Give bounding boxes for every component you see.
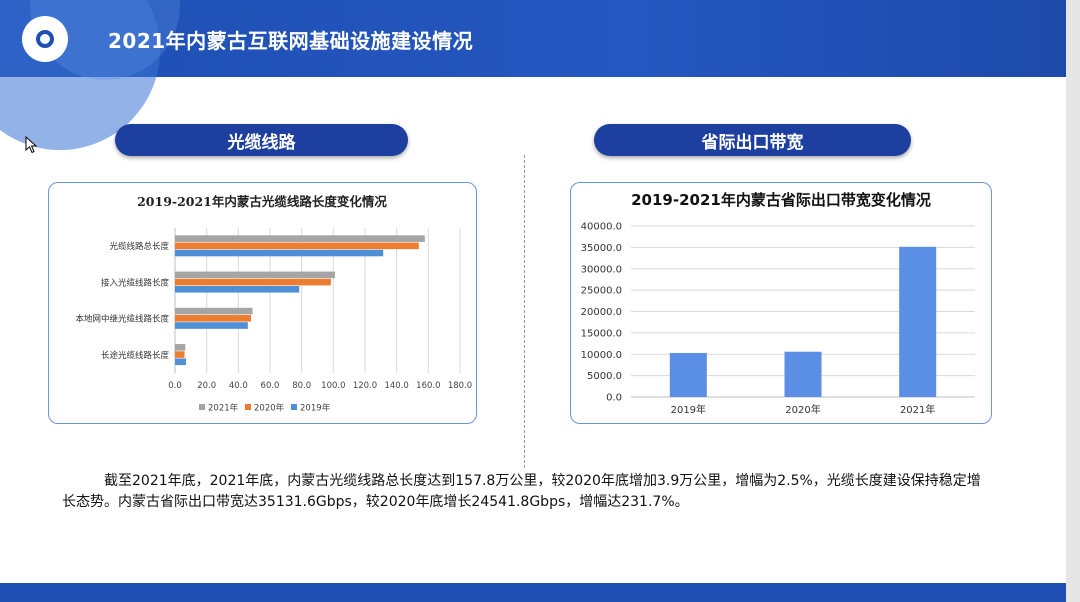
x-tick-label: 20.0 — [197, 381, 216, 391]
bar — [669, 352, 707, 397]
footer-bar — [0, 583, 1066, 602]
mouse-cursor-icon — [25, 136, 37, 154]
bar — [175, 358, 187, 366]
x-tick-label: 180.0 — [448, 381, 472, 391]
x-tick-label: 2021年 — [900, 403, 935, 416]
y-tick-label: 10000.0 — [581, 350, 622, 361]
section-label-fiber: 光缆线路 — [115, 124, 408, 156]
section-divider — [524, 155, 525, 468]
y-tick-label: 40000.0 — [581, 222, 622, 233]
chart-title: 2019-2021年内蒙古省际出口带宽变化情况 — [631, 191, 931, 209]
y-tick-label: 25000.0 — [581, 286, 622, 297]
bar — [175, 307, 253, 315]
x-tick-label: 0.0 — [168, 381, 182, 391]
x-tick-label: 100.0 — [321, 381, 345, 391]
bar — [899, 246, 937, 397]
bar — [175, 278, 331, 286]
bar — [175, 285, 300, 293]
x-tick-label: 160.0 — [416, 381, 440, 391]
x-tick-label: 80.0 — [292, 381, 311, 391]
category-label: 本地网中继光缆线路长度 — [75, 314, 169, 325]
bar — [175, 315, 251, 322]
y-tick-label: 0.0 — [606, 393, 622, 404]
y-tick-label: 5000.0 — [587, 371, 622, 382]
legend-label: 2019年 — [300, 403, 331, 414]
fiber-length-chart-svg: 2019-2021年内蒙古光缆线路长度变化情况 0.0 20.0 40.0 60.0 80… — [75, 194, 472, 414]
section-label-bandwidth: 省际出口带宽 — [594, 124, 911, 156]
y-tick-label: 30000.0 — [581, 264, 622, 275]
bar — [175, 271, 335, 279]
y-tick-label: 35000.0 — [581, 243, 622, 254]
header-bar: 2021年内蒙古互联网基础设施建设情况 — [0, 0, 1066, 150]
y-tick-label: 20000.0 — [581, 307, 622, 318]
category-label: 接入光缆线路长度 — [101, 277, 170, 288]
x-tick-label: 40.0 — [229, 381, 248, 391]
bar — [175, 235, 425, 242]
legend-swatch — [245, 404, 251, 410]
y-tick-label: 15000.0 — [581, 328, 622, 339]
category-label: 光缆线路总长度 — [109, 241, 169, 252]
chart-title: 2019-2021年内蒙古光缆线路长度变化情况 — [137, 194, 387, 209]
window-edge — [1066, 0, 1080, 602]
legend-label: 2020年 — [254, 403, 285, 414]
x-tick-label: 2019年 — [671, 403, 706, 416]
bar — [784, 351, 822, 397]
page-title: 2021年内蒙古互联网基础设施建设情况 — [108, 29, 474, 53]
bar — [175, 351, 185, 358]
x-tick-label: 60.0 — [261, 381, 280, 391]
fiber-length-chart: 2019-2021年内蒙古光缆线路长度变化情况 0.0 20.0 40.0 60.0 80… — [48, 182, 477, 424]
logo-ring — [36, 30, 54, 48]
bandwidth-chart-svg: 2019-2021年内蒙古省际出口带宽变化情况 0.0 5000.0 10000.0 1… — [581, 191, 975, 416]
legend-swatch — [199, 404, 205, 410]
bar — [175, 322, 248, 329]
logo-icon — [22, 16, 68, 62]
bar — [175, 242, 419, 250]
bar — [175, 344, 186, 351]
bar — [175, 249, 384, 257]
legend-swatch — [291, 404, 297, 410]
x-tick-label: 120.0 — [353, 381, 377, 391]
x-tick-label: 140.0 — [384, 381, 408, 391]
category-label: 长途光缆线路长度 — [101, 350, 170, 361]
legend-label: 2021年 — [208, 403, 239, 414]
summary-paragraph: 截至2021年底，2021年底，内蒙古光缆线路总长度达到157.8万公里，较20… — [62, 473, 981, 510]
x-tick-label: 2020年 — [785, 403, 820, 416]
bandwidth-chart: 2019-2021年内蒙古省际出口带宽变化情况 0.0 5000.0 10000.0 1… — [570, 182, 992, 424]
